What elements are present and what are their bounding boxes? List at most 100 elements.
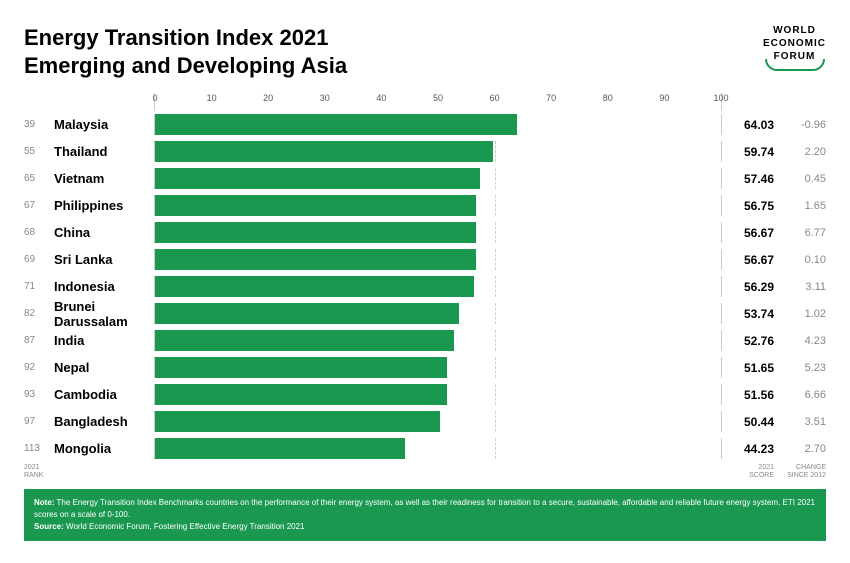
bar-track bbox=[154, 249, 722, 270]
column-footer-labels: 2021 RANK 2021 SCORE CHANGE SINCE 2012 bbox=[24, 464, 826, 479]
country-label: Philippines bbox=[54, 198, 154, 213]
axis-tick: 30 bbox=[320, 93, 330, 103]
gridline bbox=[495, 222, 496, 243]
score-value: 51.65 bbox=[722, 361, 780, 375]
data-row: 67Philippines56.751.65 bbox=[24, 192, 826, 219]
bar bbox=[155, 168, 480, 189]
rank-value: 69 bbox=[24, 254, 54, 265]
bar bbox=[155, 141, 493, 162]
country-label: Sri Lanka bbox=[54, 252, 154, 267]
logo-line-1: WORLD bbox=[763, 24, 826, 37]
bar-track bbox=[154, 141, 722, 162]
axis-tick: 10 bbox=[207, 93, 217, 103]
rank-value: 65 bbox=[24, 173, 54, 184]
score-value: 64.03 bbox=[722, 118, 780, 132]
gridline bbox=[495, 357, 496, 378]
bar bbox=[155, 249, 476, 270]
change-value: 6.66 bbox=[780, 389, 826, 401]
title-block: Energy Transition Index 2021 Emerging an… bbox=[24, 24, 347, 79]
bar-track bbox=[154, 384, 722, 405]
gridline bbox=[495, 141, 496, 162]
change-value: 4.23 bbox=[780, 335, 826, 347]
data-row: 87India 52.764.23 bbox=[24, 327, 826, 354]
rank-value: 82 bbox=[24, 308, 54, 319]
bar bbox=[155, 357, 447, 378]
source-text: World Economic Forum, Fostering Effectiv… bbox=[66, 522, 304, 531]
change-value: 0.10 bbox=[780, 254, 826, 266]
gridline bbox=[495, 384, 496, 405]
score-value: 56.29 bbox=[722, 280, 780, 294]
bar bbox=[155, 114, 517, 135]
country-label: Brunei Darussalam bbox=[54, 299, 154, 329]
axis-tick: 100 bbox=[713, 93, 728, 103]
footer-note: Note: The Energy Transition Index Benchm… bbox=[34, 497, 816, 521]
gridline bbox=[495, 303, 496, 324]
data-row: 39Malaysia 64.03-0.96 bbox=[24, 111, 826, 138]
rank-value: 39 bbox=[24, 119, 54, 130]
footer-source: Source: World Economic Forum, Fostering … bbox=[34, 521, 816, 533]
data-row: 92Nepal51.655.23 bbox=[24, 354, 826, 381]
rank-value: 113 bbox=[24, 443, 54, 454]
country-label: Bangladesh bbox=[54, 414, 154, 429]
change-value: 3.51 bbox=[780, 416, 826, 428]
score-column-label: 2021 SCORE bbox=[722, 464, 780, 479]
country-label: Cambodia bbox=[54, 387, 154, 402]
data-row: 55Thailand59.742.20 bbox=[24, 138, 826, 165]
axis-tick: 80 bbox=[603, 93, 613, 103]
title-line-2: Emerging and Developing Asia bbox=[24, 52, 347, 80]
bar-track bbox=[154, 411, 722, 432]
change-value: -0.96 bbox=[780, 119, 826, 131]
data-row: 82Brunei Darussalam53.741.02 bbox=[24, 300, 826, 327]
data-row: 69Sri Lanka 56.670.10 bbox=[24, 246, 826, 273]
score-value: 56.67 bbox=[722, 226, 780, 240]
score-value: 59.74 bbox=[722, 145, 780, 159]
bar bbox=[155, 411, 440, 432]
bar-track bbox=[154, 330, 722, 351]
bar-track bbox=[154, 438, 722, 459]
country-label: Nepal bbox=[54, 360, 154, 375]
rank-value: 71 bbox=[24, 281, 54, 292]
gridline bbox=[495, 195, 496, 216]
data-row: 113Mongolia44.232.70 bbox=[24, 435, 826, 462]
footer-note-box: Note: The Energy Transition Index Benchm… bbox=[24, 489, 826, 541]
change-value: 3.11 bbox=[780, 281, 826, 293]
logo-arc-icon bbox=[765, 59, 825, 71]
rank-value: 87 bbox=[24, 335, 54, 346]
rank-value: 67 bbox=[24, 200, 54, 211]
score-value: 56.75 bbox=[722, 199, 780, 213]
data-row: 65Vietnam57.460.45 bbox=[24, 165, 826, 192]
data-row: 97Bangladesh 50.443.51 bbox=[24, 408, 826, 435]
wef-logo: WORLD ECONOMIC FORUM bbox=[763, 24, 826, 71]
change-value: 2.70 bbox=[780, 443, 826, 455]
note-text: The Energy Transition Index Benchmarks c… bbox=[34, 498, 815, 519]
bar-track bbox=[154, 222, 722, 243]
axis-tick: 50 bbox=[433, 93, 443, 103]
gridline bbox=[495, 276, 496, 297]
country-label: China bbox=[54, 225, 154, 240]
rank-value: 97 bbox=[24, 416, 54, 427]
axis-tick: 70 bbox=[546, 93, 556, 103]
country-label: India bbox=[54, 333, 154, 348]
score-value: 56.67 bbox=[722, 253, 780, 267]
score-value: 53.74 bbox=[722, 307, 780, 321]
country-label: Malaysia bbox=[54, 117, 154, 132]
bar bbox=[155, 195, 476, 216]
rank-value: 68 bbox=[24, 227, 54, 238]
gridline bbox=[495, 411, 496, 432]
axis-tick: 40 bbox=[376, 93, 386, 103]
x-axis: 0102030405060708090100 bbox=[24, 93, 826, 111]
bar-track bbox=[154, 357, 722, 378]
change-column-label: CHANGE SINCE 2012 bbox=[780, 464, 826, 479]
axis-tick: 0 bbox=[152, 93, 157, 103]
change-value: 0.45 bbox=[780, 173, 826, 185]
score-value: 52.76 bbox=[722, 334, 780, 348]
bar-track bbox=[154, 168, 722, 189]
axis-tick: 90 bbox=[659, 93, 669, 103]
bar bbox=[155, 303, 459, 324]
data-row: 71Indonesia56.293.11 bbox=[24, 273, 826, 300]
score-value: 50.44 bbox=[722, 415, 780, 429]
rank-value: 93 bbox=[24, 389, 54, 400]
bar bbox=[155, 276, 474, 297]
source-label: Source: bbox=[34, 522, 64, 531]
bar-track bbox=[154, 195, 722, 216]
